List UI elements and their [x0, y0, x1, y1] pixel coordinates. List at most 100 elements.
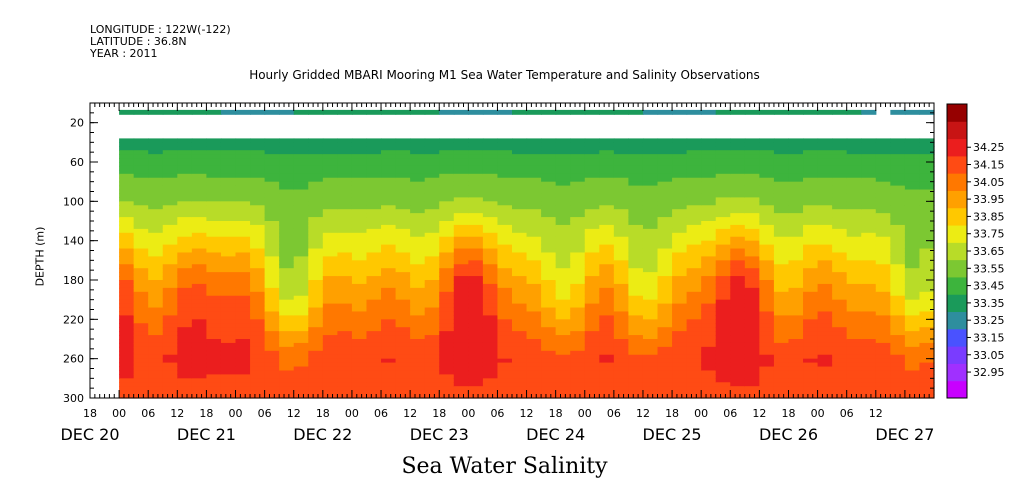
- salinity-cell: [642, 162, 659, 167]
- salinity-cell: [832, 358, 848, 364]
- salinity-cell: [381, 142, 397, 147]
- salinity-cell: [119, 142, 135, 147]
- salinity-cell: [672, 299, 688, 305]
- salinity-cell: [657, 276, 673, 281]
- salinity-cell: [293, 221, 309, 226]
- salinity-cell: [817, 276, 833, 281]
- salinity-cell: [177, 228, 193, 234]
- salinity-cell: [919, 386, 935, 391]
- salinity-cell: [744, 354, 760, 360]
- y-tick-label: 140: [63, 235, 84, 248]
- salinity-cell: [133, 291, 149, 297]
- salinity-cell: [162, 248, 178, 254]
- salinity-cell: [701, 228, 717, 234]
- salinity-cell: [337, 394, 353, 399]
- salinity-cell: [322, 189, 338, 195]
- salinity-cell: [861, 370, 877, 375]
- salinity-cell: [308, 181, 324, 187]
- salinity-cell: [381, 299, 397, 305]
- salinity-cell: [133, 252, 149, 257]
- salinity-cell: [701, 346, 717, 352]
- salinity-cell: [686, 209, 702, 214]
- salinity-cell: [832, 366, 848, 372]
- salinity-cell: [628, 173, 644, 179]
- salinity-cell: [206, 177, 222, 183]
- salinity-cell: [599, 339, 615, 344]
- salinity-cell: [410, 193, 426, 198]
- salinity-cell: [904, 342, 921, 348]
- salinity-cell: [555, 311, 571, 316]
- salinity-cell: [395, 354, 411, 360]
- salinity-cell: [162, 272, 178, 277]
- salinity-cell: [410, 323, 426, 328]
- salinity-cell: [512, 169, 528, 175]
- salinity-cell: [861, 335, 877, 340]
- salinity-cell: [613, 138, 630, 143]
- salinity-cell: [613, 248, 630, 254]
- salinity-cell: [730, 205, 746, 210]
- salinity-cell: [119, 264, 135, 269]
- salinity-cell: [191, 378, 208, 383]
- salinity-cell: [512, 303, 528, 309]
- salinity-cell: [817, 339, 833, 344]
- salinity-cell: [715, 256, 731, 261]
- salinity-cell: [439, 366, 455, 372]
- salinity-cell: [715, 224, 731, 230]
- salinity-cell: [453, 268, 469, 273]
- salinity-cell: [206, 303, 222, 309]
- salinity-cell: [235, 252, 251, 257]
- salinity-surface-cell: [293, 109, 309, 115]
- salinity-cell: [788, 346, 804, 352]
- salinity-cell: [308, 189, 324, 195]
- salinity-cell: [366, 335, 382, 340]
- salinity-cell: [119, 370, 135, 375]
- salinity-cell: [366, 252, 382, 257]
- salinity-cell: [308, 291, 324, 297]
- salinity-cell: [279, 283, 295, 289]
- salinity-cell: [890, 390, 906, 395]
- salinity-cell: [599, 138, 615, 143]
- salinity-cell: [875, 185, 891, 191]
- salinity-cell: [788, 177, 804, 183]
- salinity-cell: [482, 366, 499, 372]
- salinity-cell: [555, 209, 571, 214]
- salinity-cell: [555, 264, 571, 269]
- salinity-cell: [628, 256, 644, 261]
- salinity-cell: [555, 224, 571, 230]
- salinity-cell: [875, 339, 891, 344]
- salinity-cell: [526, 221, 542, 226]
- salinity-cell: [497, 366, 513, 372]
- salinity-cell: [526, 232, 542, 238]
- salinity-cell: [351, 299, 368, 305]
- salinity-cell: [890, 201, 906, 206]
- salinity-cell: [832, 169, 848, 175]
- salinity-cell: [628, 209, 644, 214]
- salinity-cell: [497, 232, 513, 238]
- salinity-cell: [351, 358, 368, 364]
- salinity-cell: [904, 354, 921, 360]
- salinity-cell: [759, 390, 775, 395]
- salinity-cell: [395, 177, 411, 183]
- salinity-cell: [148, 240, 164, 246]
- salinity-cell: [366, 390, 382, 395]
- salinity-cell: [672, 197, 688, 202]
- salinity-cell: [570, 354, 586, 360]
- salinity-cell: [744, 291, 760, 297]
- salinity-cell: [235, 256, 251, 261]
- salinity-cell: [744, 244, 760, 250]
- salinity-cell: [482, 213, 499, 218]
- salinity-cell: [759, 232, 775, 238]
- salinity-cell: [628, 327, 644, 332]
- salinity-cell: [162, 260, 178, 265]
- salinity-cell: [250, 146, 266, 151]
- salinity-cell: [642, 256, 659, 261]
- salinity-cell: [264, 280, 280, 285]
- salinity-cell: [526, 177, 542, 183]
- salinity-cell: [220, 142, 237, 147]
- salinity-cell: [177, 244, 193, 250]
- salinity-cell: [119, 291, 135, 297]
- salinity-cell: [861, 165, 877, 171]
- salinity-cell: [817, 173, 833, 179]
- salinity-cell: [308, 150, 324, 155]
- salinity-cell: [468, 205, 484, 210]
